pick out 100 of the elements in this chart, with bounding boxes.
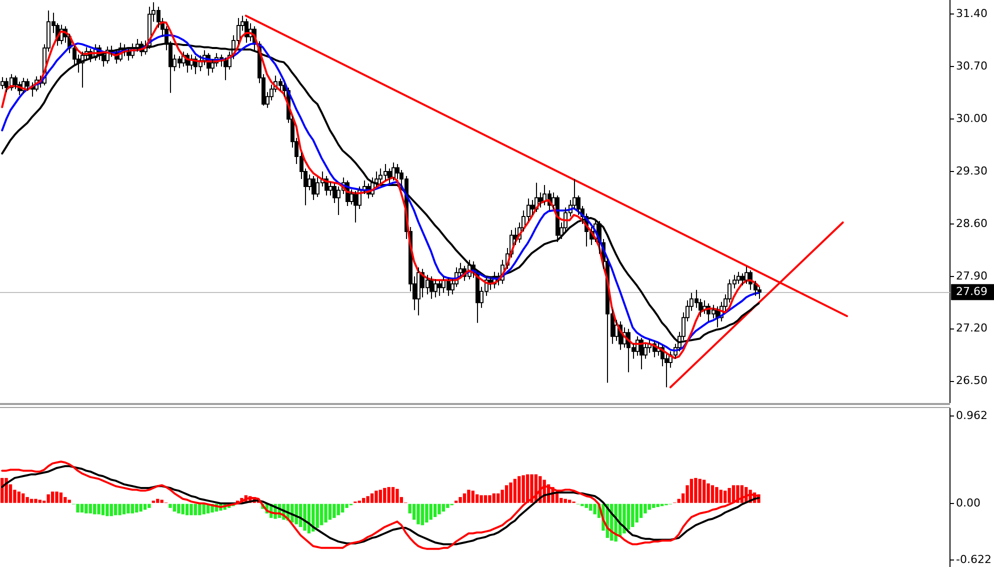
- bar: [593, 504, 596, 514]
- bar: [101, 504, 105, 516]
- bar: [139, 504, 142, 512]
- bar: [488, 495, 492, 503]
- candlestick: [736, 271, 740, 284]
- y-tick-label: -0.622: [956, 552, 992, 566]
- bar: [446, 504, 450, 508]
- bar: [496, 493, 500, 503]
- bar: [202, 504, 206, 514]
- bar: [656, 504, 660, 508]
- bar: [185, 504, 189, 516]
- bar: [22, 493, 25, 503]
- y-tick-label: 30.70: [956, 60, 988, 73]
- bar: [568, 500, 572, 503]
- bar: [631, 504, 634, 528]
- bar: [580, 504, 584, 506]
- bar: [46, 494, 50, 503]
- bar: [148, 504, 151, 508]
- bar: [168, 504, 172, 508]
- bar: [564, 498, 567, 503]
- bar: [438, 504, 441, 514]
- bar: [513, 478, 517, 503]
- candlestick: [430, 276, 434, 300]
- bar: [416, 504, 420, 524]
- ref-line-label: 27.69: [956, 284, 988, 298]
- bar: [114, 504, 118, 516]
- y-tick-label: 0.00: [956, 496, 980, 510]
- bar: [719, 490, 722, 503]
- bar: [156, 498, 160, 503]
- bar: [484, 495, 488, 503]
- bar: [106, 504, 109, 516]
- bar: [396, 488, 399, 503]
- bar: [589, 504, 592, 511]
- bar: [509, 482, 512, 503]
- bar: [383, 488, 386, 503]
- bar: [118, 504, 122, 516]
- bar: [698, 478, 702, 503]
- candlestick: [354, 190, 358, 223]
- candlestick: [312, 176, 316, 200]
- bar: [34, 498, 38, 503]
- bar: [366, 496, 370, 503]
- bar: [387, 487, 390, 503]
- bar: [181, 504, 184, 514]
- bar: [332, 504, 336, 518]
- bar: [462, 493, 466, 503]
- bar: [172, 504, 176, 512]
- y-tick-label: 27.20: [956, 322, 988, 335]
- bar: [68, 500, 71, 503]
- bar: [143, 504, 147, 510]
- bar: [370, 493, 374, 503]
- bar: [736, 485, 740, 503]
- bar: [76, 504, 80, 512]
- y-tick-label: 0.962: [956, 408, 988, 422]
- bar: [38, 500, 42, 503]
- bar: [316, 504, 319, 528]
- bar: [194, 504, 198, 516]
- bar: [130, 504, 134, 514]
- bar: [55, 492, 58, 503]
- bar: [17, 492, 20, 503]
- bar: [530, 474, 534, 503]
- bar: [504, 485, 508, 503]
- y-tick-label: 28.60: [956, 216, 988, 230]
- bar: [362, 498, 366, 503]
- bar: [341, 504, 344, 512]
- bar: [110, 504, 113, 516]
- bar: [433, 504, 437, 518]
- candlestick: [434, 278, 438, 298]
- bar: [135, 504, 138, 512]
- bar: [122, 504, 126, 514]
- candlestick: [388, 168, 392, 184]
- bar: [702, 480, 706, 503]
- bar: [622, 504, 626, 534]
- bar: [724, 490, 727, 503]
- bar: [690, 478, 694, 503]
- bar: [177, 504, 180, 514]
- bar: [93, 504, 96, 514]
- bar: [429, 504, 432, 520]
- y-tick-label: 27.90: [956, 269, 988, 282]
- bar: [518, 476, 521, 503]
- bar: [584, 504, 588, 508]
- y-tick-label: 31.40: [956, 7, 988, 20]
- y-tick-label: 29.30: [956, 164, 988, 178]
- bar: [442, 504, 446, 512]
- bar: [160, 500, 164, 503]
- bar: [652, 504, 656, 508]
- y-tick-label: 26.50: [956, 374, 988, 388]
- y-tick-label: 30.00: [956, 112, 988, 125]
- bar: [706, 483, 710, 503]
- bar: [626, 504, 630, 530]
- bar: [522, 475, 525, 503]
- bar: [336, 504, 340, 516]
- bar: [50, 492, 54, 503]
- bar: [694, 478, 698, 503]
- bar: [198, 504, 202, 516]
- bar: [59, 492, 63, 503]
- bar: [320, 504, 324, 526]
- bar: [391, 487, 395, 503]
- bar: [560, 498, 563, 503]
- bar: [190, 504, 193, 516]
- bar: [30, 498, 34, 503]
